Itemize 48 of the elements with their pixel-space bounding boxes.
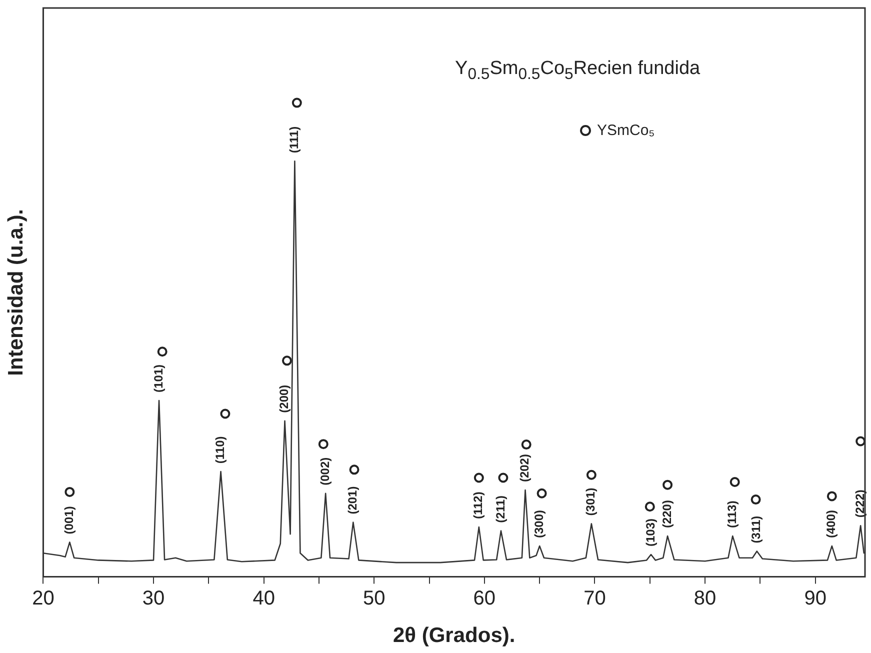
annotation: (400) xyxy=(824,510,838,538)
point xyxy=(750,494,761,505)
chart-title: Y$_{0.5}$Sm$_{0.5}$Co$_{5}$Recien fundida xyxy=(455,58,700,84)
x-tick-label: 90 xyxy=(804,587,826,610)
x-tick-label: 50 xyxy=(363,587,386,610)
point xyxy=(730,477,740,487)
x-tick-label: 40 xyxy=(252,587,275,610)
point xyxy=(292,98,302,108)
annotation: (111) xyxy=(287,126,302,154)
annotation: (112) xyxy=(471,492,486,520)
point xyxy=(586,470,596,480)
annotation: (301) xyxy=(584,488,598,516)
point xyxy=(220,408,230,419)
annotation: (222) xyxy=(852,490,867,518)
x-tick-label: 20 xyxy=(32,587,54,610)
annotation: (101) xyxy=(151,364,166,392)
annotation: (001) xyxy=(62,506,76,534)
point xyxy=(521,440,532,450)
x-tick-label: 70 xyxy=(584,587,606,610)
x-tick-label: 30 xyxy=(142,587,165,610)
annotation: (201) xyxy=(345,486,360,514)
point xyxy=(282,356,292,366)
point xyxy=(157,346,168,357)
y-axis-title: Intensidad (u.a.). xyxy=(4,208,28,376)
point xyxy=(318,439,328,450)
annotation: (300) xyxy=(532,510,546,538)
annotation: (200) xyxy=(277,384,292,413)
annotation: (202) xyxy=(518,454,532,482)
point xyxy=(536,488,547,498)
point xyxy=(644,502,655,512)
point xyxy=(498,472,508,483)
annotation: (110) xyxy=(213,436,228,464)
annotation: (002) xyxy=(318,457,332,486)
point xyxy=(64,486,75,497)
point xyxy=(662,480,673,490)
point xyxy=(856,436,865,446)
annotation: (211) xyxy=(493,495,508,523)
legend-label: YSmCo₅ xyxy=(597,122,655,139)
point xyxy=(826,491,837,502)
annotation: (220) xyxy=(660,500,674,528)
point xyxy=(349,464,360,475)
x-tick-label: 60 xyxy=(473,587,496,610)
x-axis-title: 2θ (Grados). xyxy=(392,624,516,648)
annotation: (113) xyxy=(724,500,739,528)
point xyxy=(474,472,484,483)
annotation: (311) xyxy=(749,516,764,544)
annotation: (103) xyxy=(643,518,658,547)
x-tick-label: 80 xyxy=(694,587,716,610)
